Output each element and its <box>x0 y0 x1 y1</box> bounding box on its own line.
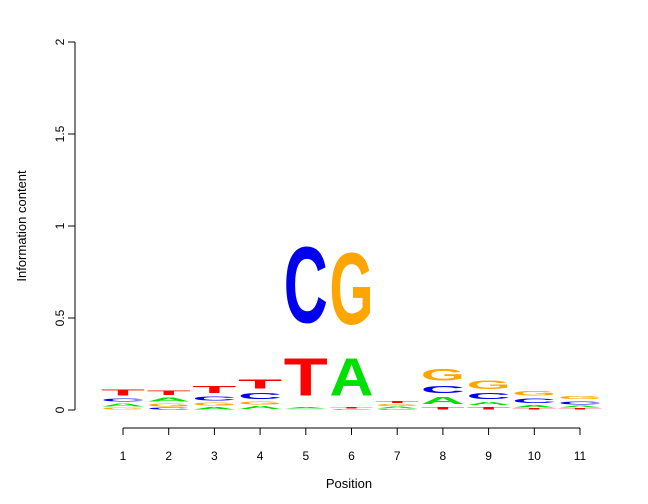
letter-g: G <box>284 409 328 410</box>
letter-a: A <box>101 403 145 408</box>
letter-g: G <box>330 233 374 347</box>
letter-a: A <box>421 395 465 406</box>
x-tick-label: 5 <box>302 449 309 463</box>
x-axis-title: Position <box>326 476 372 491</box>
letter-a: A <box>238 405 282 410</box>
letter-stacks: GACTCGATAGCTAGCTGATCCTAGCAGTTACGTACGTACG… <box>101 224 602 410</box>
letter-t: T <box>558 408 602 410</box>
letter-c: C <box>101 397 145 402</box>
letter-t: T <box>330 407 374 409</box>
letter-a: A <box>330 347 374 407</box>
letter-t: T <box>147 389 191 396</box>
letter-t: T <box>238 377 283 392</box>
y-tick-label: 0 <box>53 406 67 413</box>
letter-g: G <box>375 404 419 407</box>
letter-a: A <box>375 406 419 409</box>
letter-t: T <box>467 406 511 410</box>
letter-t: T <box>421 406 465 410</box>
letter-a: A <box>192 406 236 410</box>
letter-c: C <box>192 395 236 401</box>
letter-c: C <box>284 224 328 346</box>
y-tick-label: 2 <box>53 38 67 45</box>
letter-c: C <box>512 397 556 404</box>
letter-g: G <box>101 407 145 410</box>
letter-a: A <box>512 405 556 409</box>
x-tick-label: 1 <box>120 449 127 463</box>
letter-t: T <box>192 384 236 395</box>
x-axis: 1 2 3 4 5 6 7 8 9 10 11 <box>120 427 587 463</box>
x-tick-label: 11 <box>574 449 587 463</box>
letter-a: A <box>558 405 602 408</box>
y-axis-title: Information content <box>14 170 29 282</box>
letter-c: C <box>558 400 602 405</box>
x-tick-label: 4 <box>257 449 264 463</box>
letter-g: G <box>467 379 511 392</box>
x-tick-label: 10 <box>528 449 542 463</box>
letter-t: T <box>284 346 328 407</box>
letter-g: G <box>238 401 282 406</box>
letter-c: C <box>375 409 419 410</box>
letter-g: G <box>558 394 602 400</box>
letter-g: G <box>421 366 465 385</box>
letter-c: C <box>330 409 374 410</box>
letter-t: T <box>512 408 556 410</box>
letter-c: C <box>238 392 282 401</box>
x-tick-label: 7 <box>394 449 401 463</box>
y-tick-label: 1 <box>53 222 67 229</box>
letter-a: A <box>467 401 511 406</box>
letter-g: G <box>192 402 236 407</box>
letter-t: T <box>101 388 145 397</box>
y-tick-label: 0.5 <box>53 309 67 326</box>
letter-t: T <box>375 401 419 404</box>
x-tick-label: 3 <box>211 449 218 463</box>
x-tick-label: 2 <box>165 449 172 463</box>
x-tick-label: 8 <box>440 449 447 463</box>
letter-a: A <box>147 396 191 402</box>
x-tick-label: 6 <box>348 449 355 463</box>
letter-a: A <box>284 407 328 409</box>
y-tick-label: 1.5 <box>53 125 67 142</box>
letter-c: C <box>421 384 465 395</box>
letter-c: C <box>467 392 511 401</box>
x-tick-label: 9 <box>485 449 492 463</box>
letter-g: G <box>147 403 191 408</box>
y-axis: 0 0.5 1 1.5 2 <box>53 38 76 413</box>
letter-c: C <box>147 407 191 410</box>
letter-g: G <box>512 390 556 397</box>
